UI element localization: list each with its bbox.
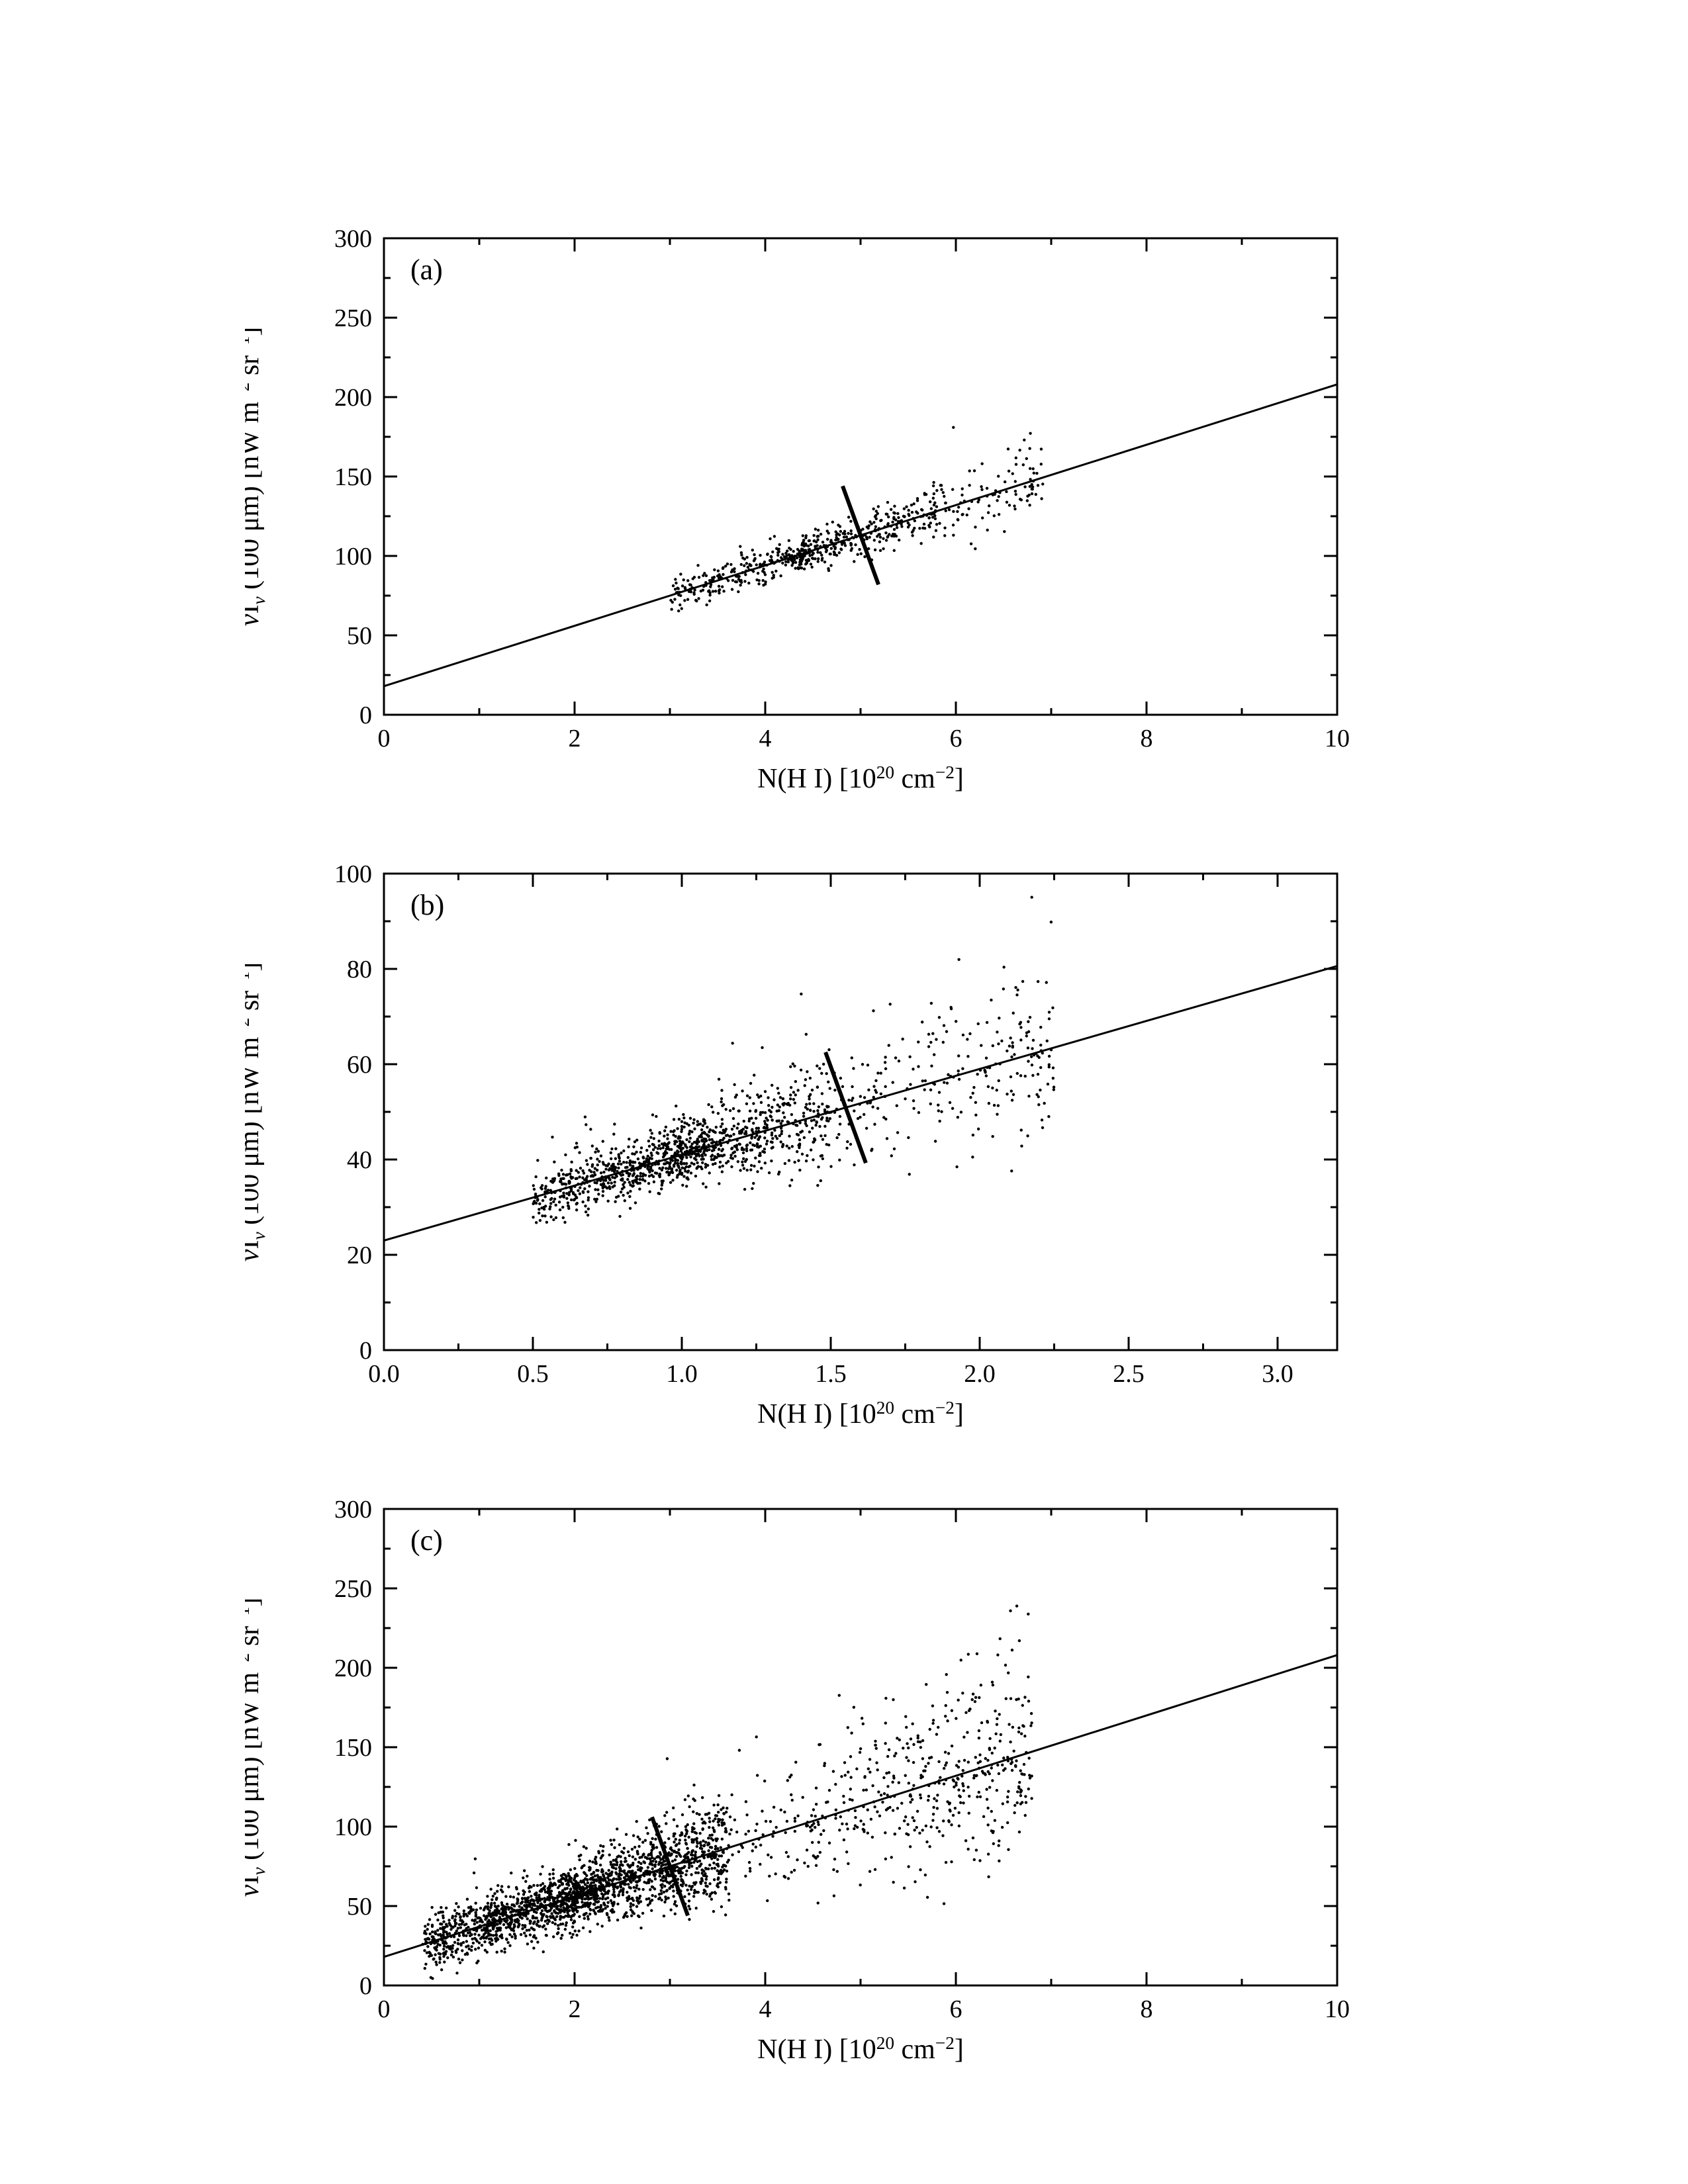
y-tick-label: 250 bbox=[334, 1575, 372, 1603]
y-tick-label: 50 bbox=[347, 1893, 372, 1921]
x-tick-label: 6 bbox=[950, 1995, 962, 2023]
y-tick-label: 50 bbox=[347, 622, 372, 650]
x-tick-label: 4 bbox=[759, 725, 772, 752]
y-tick-label: 80 bbox=[347, 956, 372, 983]
x-tick-label: 0 bbox=[378, 725, 391, 752]
axis-frame bbox=[384, 874, 1337, 1350]
y-tick-label: 40 bbox=[347, 1146, 372, 1174]
chart-panel-c: 0246810050100150200250300(c)N(H I) [1020… bbox=[384, 1509, 1337, 1985]
y-tick-label: 200 bbox=[334, 1655, 372, 1682]
y-tick-label: 20 bbox=[347, 1242, 372, 1269]
axis-frame bbox=[384, 238, 1337, 715]
x-axis-label: N(H I) [1020 cm−2] bbox=[757, 762, 964, 794]
y-axis-label: νIν (100 μm) [nW m−2 sr−1] bbox=[245, 1598, 269, 1897]
y-tick-label: 100 bbox=[334, 860, 372, 888]
x-tick-label: 2 bbox=[569, 1995, 581, 2023]
y-tick-label: 0 bbox=[359, 702, 372, 729]
x-tick-label: 8 bbox=[1141, 725, 1153, 752]
x-tick-label: 8 bbox=[1141, 1995, 1153, 2023]
y-axis-label: νIν (100 μm) [nW m−2 sr−1] bbox=[245, 962, 269, 1261]
page: { "global": { "page_w": 2550, "page_h": … bbox=[0, 0, 1688, 2184]
y-tick-label: 0 bbox=[359, 1972, 372, 2000]
x-tick-label: 0 bbox=[378, 1995, 391, 2023]
x-tick-label: 2.5 bbox=[1113, 1360, 1145, 1388]
x-tick-label: 3.0 bbox=[1262, 1360, 1293, 1388]
y-tick-label: 100 bbox=[334, 1813, 372, 1841]
chart-svg: 0246810050100150200250300(c)N(H I) [1020… bbox=[245, 1496, 1370, 2085]
chart-panel-a: 0246810050100150200250300(a)N(H I) [1020… bbox=[384, 238, 1337, 715]
x-tick-label: 1.5 bbox=[815, 1360, 847, 1388]
cut-mark bbox=[825, 1052, 866, 1163]
x-tick-label: 0.5 bbox=[517, 1360, 549, 1388]
fit-line bbox=[384, 1655, 1337, 1957]
y-tick-label: 300 bbox=[334, 1496, 372, 1524]
y-tick-label: 200 bbox=[334, 384, 372, 412]
panel-label: (c) bbox=[410, 1524, 443, 1557]
x-axis-label: N(H I) [1020 cm−2] bbox=[757, 2033, 964, 2065]
y-tick-label: 100 bbox=[334, 543, 372, 570]
x-axis-label: N(H I) [1020 cm−2] bbox=[757, 1398, 964, 1430]
x-tick-label: 4 bbox=[759, 1995, 772, 2023]
x-tick-label: 0.0 bbox=[368, 1360, 400, 1388]
scatter-points bbox=[669, 426, 1044, 613]
y-tick-label: 250 bbox=[334, 304, 372, 332]
chart-svg: 0246810050100150200250300(a)N(H I) [1020… bbox=[245, 225, 1370, 814]
panel-label: (a) bbox=[410, 253, 443, 286]
x-tick-label: 6 bbox=[950, 725, 962, 752]
x-tick-label: 2.0 bbox=[964, 1360, 996, 1388]
x-tick-label: 10 bbox=[1325, 1995, 1350, 2023]
x-tick-label: 10 bbox=[1325, 725, 1350, 752]
y-tick-label: 60 bbox=[347, 1051, 372, 1079]
fit-line bbox=[384, 966, 1337, 1241]
y-tick-label: 300 bbox=[334, 225, 372, 253]
x-tick-label: 2 bbox=[569, 725, 581, 752]
chart-svg: 0.0 0.5 1.0 1.5 2.0 2.5 3.0 0 20 40 60 80 100 (b) N(H … bbox=[245, 860, 1370, 1449]
cut-mark bbox=[843, 486, 878, 584]
y-tick-label: 150 bbox=[334, 463, 372, 491]
x-tick-label: 1.0 bbox=[666, 1360, 698, 1388]
scatter-points bbox=[422, 1604, 1033, 1979]
y-tick-label: 0 bbox=[359, 1337, 372, 1365]
panel-label: (b) bbox=[410, 889, 444, 921]
y-tick-label: 150 bbox=[334, 1734, 372, 1762]
y-axis-label: νIν (100 μm) [nW m−2 sr−1] bbox=[245, 327, 269, 626]
chart-panel-b: 0.00.51.01.52.02.53.0020406080100(b)N(H … bbox=[384, 874, 1337, 1350]
